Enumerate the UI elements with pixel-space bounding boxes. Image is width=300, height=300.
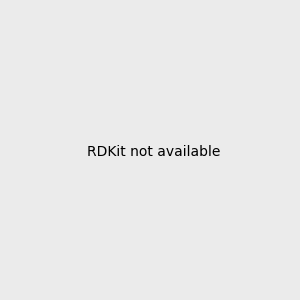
Text: RDKit not available: RDKit not available (87, 145, 220, 158)
